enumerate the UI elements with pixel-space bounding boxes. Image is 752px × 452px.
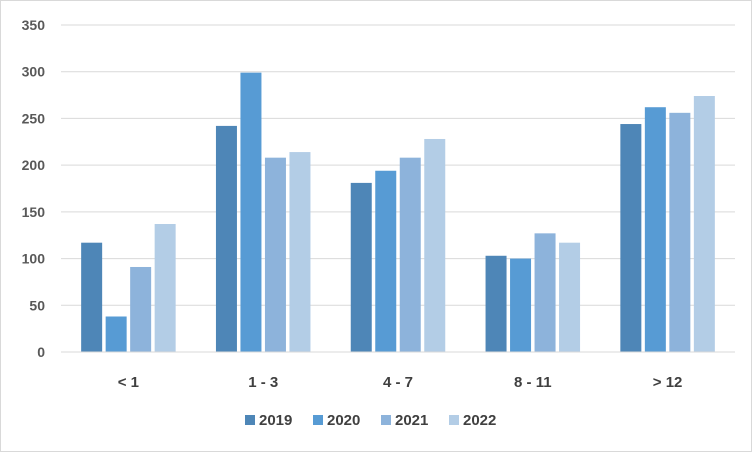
legend-label: 2022 [463,412,496,429]
bar [130,266,152,352]
bar [154,224,176,352]
x-category-label: 8 - 11 [514,374,552,391]
y-tick-label: 50 [29,297,45,313]
bar [559,242,581,352]
bar [510,258,532,352]
legend-swatch [449,415,459,425]
x-category-label: 1 - 3 [248,374,278,391]
y-tick-label: 200 [22,157,46,173]
legend-label: 2020 [327,412,360,429]
bar [375,170,397,352]
y-tick-label: 100 [22,251,46,267]
bar [264,157,286,352]
bar [534,233,556,352]
legend: 2019 2020 2021 2022 [245,412,496,429]
x-category-label: > 12 [653,374,683,391]
x-axis-category-labels: < 1 1 - 3 4 - 7 8 - 11 > 12 [118,374,683,391]
x-category-label: 4 - 7 [383,374,413,391]
x-category-label: < 1 [118,374,139,391]
bar [644,107,666,353]
legend-swatch [313,415,323,425]
legend-label: 2019 [259,412,292,429]
bar [669,112,691,352]
y-tick-label: 350 [22,17,46,33]
bar [289,152,311,352]
y-tick-label: 300 [22,64,46,80]
bars [81,72,715,353]
bar [350,182,372,352]
bar [620,124,642,352]
legend-swatch [381,415,391,425]
y-axis-tick-labels: 0 50 100 150 200 250 300 350 [22,17,46,360]
bar [485,255,507,352]
bar [215,125,237,352]
bar [240,72,262,353]
y-tick-label: 250 [22,110,46,126]
bar [424,138,446,352]
y-tick-label: 150 [22,204,46,220]
y-tick-label: 0 [37,344,45,360]
bar [105,316,127,352]
bar [693,96,715,353]
bar [81,242,103,352]
legend-label: 2021 [395,412,428,429]
bar [399,157,421,352]
legend-swatch [245,415,255,425]
